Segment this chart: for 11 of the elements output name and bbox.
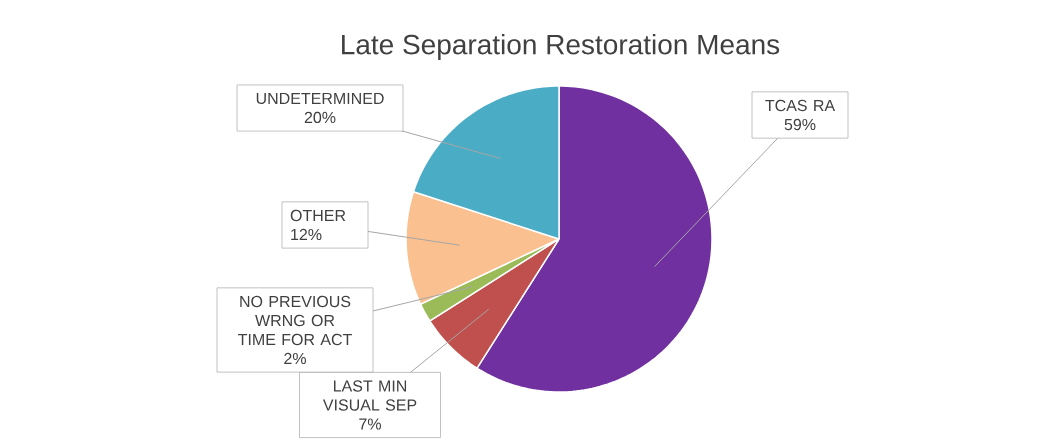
slice-label: LAST MIN VISUAL SEP bbox=[322, 380, 417, 411]
chart-title: Late Separation Restoration Means bbox=[342, 33, 780, 61]
slice-label: UNDETERMINED bbox=[256, 92, 384, 105]
data-label: 12% bbox=[291, 228, 322, 241]
slice-label: OTHER bbox=[290, 209, 346, 222]
data-label: 59% bbox=[784, 118, 816, 131]
slice-label: NO PREVIOUS WRNG OR TIME FOR ACT bbox=[238, 295, 352, 346]
slice-label: TCAS RA bbox=[765, 99, 836, 112]
data-label: 7% bbox=[359, 418, 382, 430]
data-label: 20% bbox=[304, 111, 336, 124]
data-label: 2% bbox=[284, 352, 307, 365]
